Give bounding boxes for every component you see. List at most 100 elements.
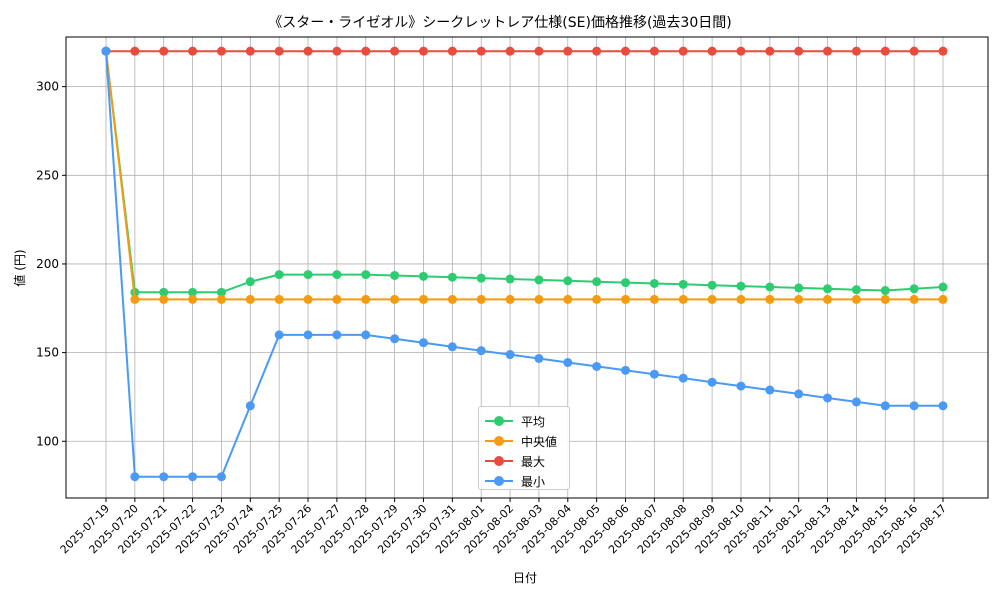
data-point — [563, 358, 573, 368]
data-point — [274, 330, 284, 340]
legend-item-median: 中央値 — [485, 431, 563, 451]
data-point — [130, 294, 140, 304]
data-point — [101, 46, 111, 56]
data-point — [736, 294, 746, 304]
data-point — [736, 281, 746, 291]
data-point — [592, 361, 602, 371]
data-point — [649, 278, 659, 288]
data-point — [130, 472, 140, 482]
data-point — [418, 46, 428, 56]
data-point — [159, 294, 169, 304]
series-group — [101, 46, 948, 482]
data-point — [851, 46, 861, 56]
data-point — [505, 294, 515, 304]
data-point — [418, 271, 428, 281]
data-point — [274, 270, 284, 280]
data-point — [332, 294, 342, 304]
legend-swatch-min — [485, 475, 513, 487]
data-point — [188, 294, 198, 304]
data-point — [909, 284, 919, 294]
data-point — [274, 294, 284, 304]
data-point — [592, 277, 602, 287]
data-point — [130, 46, 140, 56]
data-point — [303, 294, 313, 304]
data-point — [188, 287, 198, 297]
data-point — [938, 401, 948, 411]
data-point — [621, 46, 631, 56]
legend: 平均 中央値 最大 最小 — [478, 406, 570, 490]
data-point — [938, 294, 948, 304]
series-min — [101, 46, 948, 482]
data-point — [188, 46, 198, 56]
data-point — [909, 401, 919, 411]
data-point — [159, 472, 169, 482]
data-point — [592, 294, 602, 304]
y-tick-label: 250 — [36, 168, 59, 182]
data-point — [736, 46, 746, 56]
data-point — [621, 365, 631, 375]
data-point — [332, 270, 342, 280]
data-point — [303, 46, 313, 56]
data-point — [621, 278, 631, 288]
data-point — [505, 46, 515, 56]
data-point — [823, 46, 833, 56]
data-point — [736, 381, 746, 391]
data-point — [678, 279, 688, 289]
y-axis-label: 値 (円) — [12, 249, 27, 286]
data-point — [765, 294, 775, 304]
data-point — [851, 397, 861, 407]
data-point — [476, 294, 486, 304]
data-point — [447, 272, 457, 282]
data-point — [245, 294, 255, 304]
data-point — [447, 294, 457, 304]
data-point — [303, 270, 313, 280]
data-point — [851, 294, 861, 304]
data-point — [851, 285, 861, 295]
data-point — [361, 270, 371, 280]
data-point — [938, 46, 948, 56]
data-point — [216, 472, 226, 482]
data-point — [390, 270, 400, 280]
x-axis-label: 日付 — [513, 571, 537, 585]
data-point — [765, 385, 775, 395]
data-point — [707, 377, 717, 387]
data-point — [765, 46, 775, 56]
data-point — [621, 294, 631, 304]
data-point — [361, 46, 371, 56]
data-point — [476, 346, 486, 356]
legend-label-median: 中央値 — [521, 434, 558, 449]
legend-item-max: 最大 — [485, 451, 563, 471]
data-point — [707, 280, 717, 290]
legend-label-max: 最大 — [521, 454, 546, 469]
data-point — [909, 294, 919, 304]
plot-area-frame — [65, 36, 989, 499]
chart-title: 《スター・ライゼオル》シークレットレア仕様(SE)価格推移(過去30日間) — [268, 15, 731, 31]
data-point — [274, 46, 284, 56]
data-point — [880, 401, 890, 411]
data-point — [390, 334, 400, 344]
data-point — [563, 46, 573, 56]
data-point — [505, 274, 515, 284]
data-point — [678, 373, 688, 383]
series-line-average — [105, 51, 944, 294]
data-point — [794, 46, 804, 56]
y-axis-ticks: 100 150 200 250 300 — [36, 80, 66, 448]
data-point — [794, 389, 804, 399]
y-tick-label: 300 — [36, 80, 59, 94]
data-point — [216, 294, 226, 304]
data-point — [534, 294, 544, 304]
data-point — [216, 287, 226, 297]
data-point — [476, 273, 486, 283]
data-point — [880, 46, 890, 56]
data-point — [390, 294, 400, 304]
data-point — [909, 46, 919, 56]
series-max — [101, 46, 948, 56]
data-point — [245, 401, 255, 411]
data-point — [678, 46, 688, 56]
data-point — [332, 46, 342, 56]
legend-item-min: 最小 — [485, 471, 563, 491]
data-point — [794, 294, 804, 304]
data-point — [649, 46, 659, 56]
data-point — [649, 369, 659, 379]
